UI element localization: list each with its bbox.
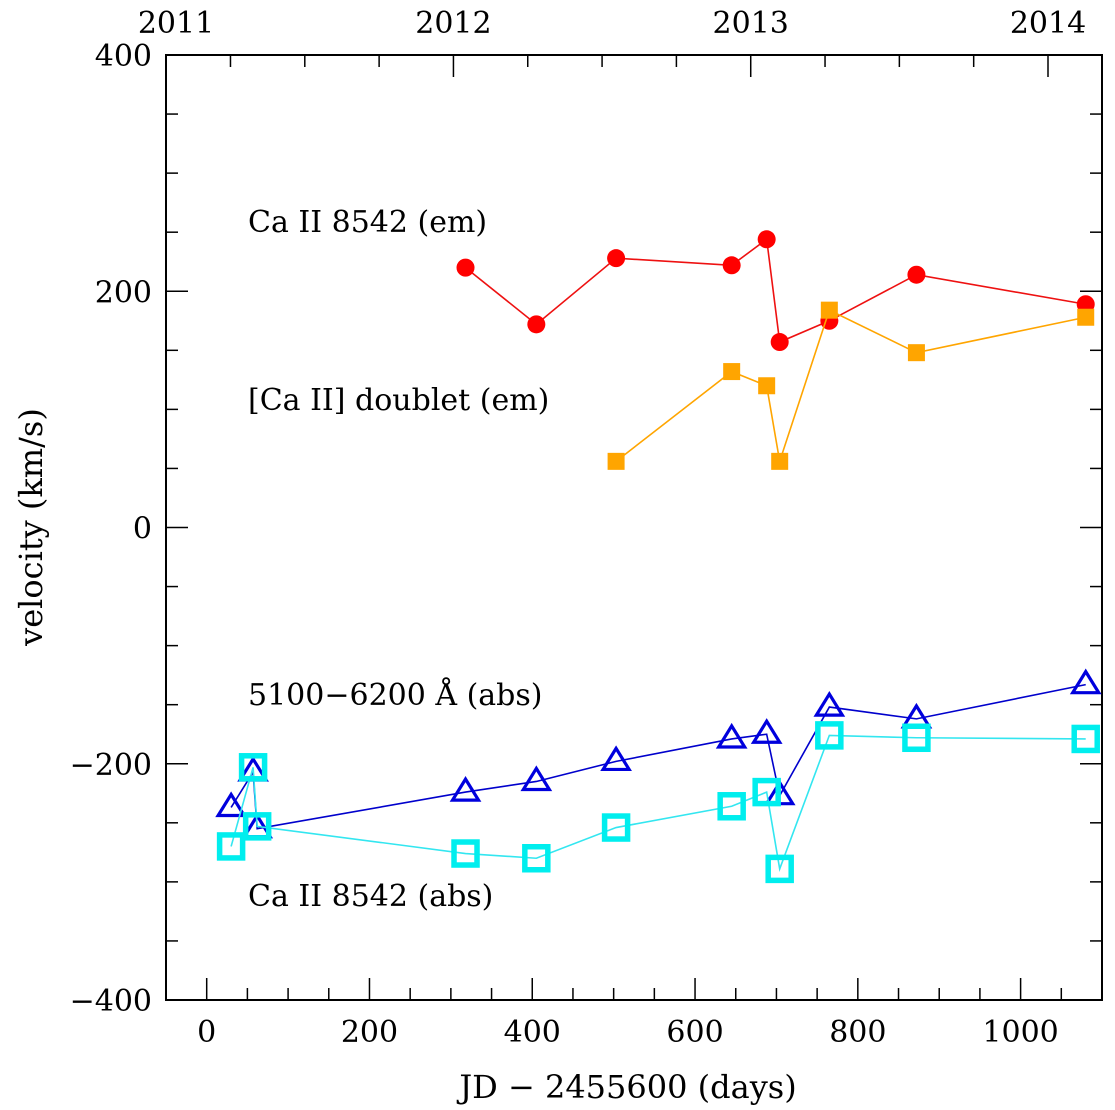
data-point-square [771,452,789,470]
plot-border [165,54,1103,1001]
series-line [465,237,1086,344]
plot-frame [165,54,1103,1001]
x-tick-label: 200 [341,1015,398,1050]
data-point-open-square [765,854,794,884]
data-point-open-square [451,839,480,868]
top-axis-label: 2012 [415,6,491,41]
top-axis-label: 2013 [713,6,789,41]
x-tick-label: 800 [829,1015,886,1050]
top-axis-label: 2011 [138,6,214,41]
y-tick-label: 200 [95,275,152,310]
data-point-triangle [520,765,553,792]
series-ca8542_abs [216,721,1100,884]
data-point-open-square [522,844,551,873]
data-point-circle [907,265,926,284]
y-tick-label: −400 [70,984,152,1019]
data-point-circle [770,333,789,352]
series-line [615,309,1086,462]
annotation-label: Ca II 8542 (em) [248,205,487,240]
data-point-open-square [815,721,844,750]
data-point-square [723,363,741,381]
data-point-square [907,344,925,362]
data-point-circle [607,249,626,268]
data-point-circle [722,256,741,275]
data-point-triangle [215,791,247,818]
x-tick-label: 600 [666,1015,723,1050]
x-axis-label: JD − 2455600 (days) [456,1068,796,1106]
axis-ticks [166,54,1102,1001]
data-point-triangle [750,718,783,744]
data-point-open-square [1071,724,1100,754]
series-line [230,734,1086,872]
data-point-triangle [813,691,846,717]
data-point-open-square [902,723,931,753]
data-point-circle [527,315,546,334]
annotation-label: Ca II 8542 (abs) [248,879,493,914]
series-ca8542_em [456,230,1095,352]
y-axis-label: velocity (km/s) [12,408,50,647]
annotation-label: [Ca II] doublet (em) [248,383,549,418]
series-annotations: Ca II 8542 (em) [Ca II] doublet (em) 5100−… [248,205,549,914]
y-tick-label: −200 [70,748,152,783]
data-point-square [607,452,625,470]
data-point-circle [456,258,475,277]
y-tick-label: 0 [133,512,152,547]
data-series [215,230,1102,884]
data-point-open-square [717,792,746,821]
data-point-triangle [600,745,632,772]
x-tick-label: 400 [504,1015,561,1050]
x-tick-label: 0 [197,1015,216,1050]
data-point-triangle [449,776,482,802]
data-point-open-square [601,813,631,842]
data-point-open-square [242,812,272,841]
data-point-circle [757,230,776,249]
data-point-triangle [715,722,748,749]
data-point-square [820,301,838,319]
y-tick-label: 400 [95,39,152,74]
annotation-label: 5100−6200 Å (abs) [248,677,542,713]
data-point-triangle [1069,668,1102,695]
data-point-square [758,377,776,395]
data-point-open-square [216,832,246,861]
top-axis-label: 2014 [1010,6,1086,41]
series-caii_doublet_em [607,301,1095,470]
x-tick-label: 1000 [982,1015,1058,1050]
data-point-open-square [752,777,781,807]
data-point-open-square [238,753,268,782]
data-point-square [1077,308,1095,326]
